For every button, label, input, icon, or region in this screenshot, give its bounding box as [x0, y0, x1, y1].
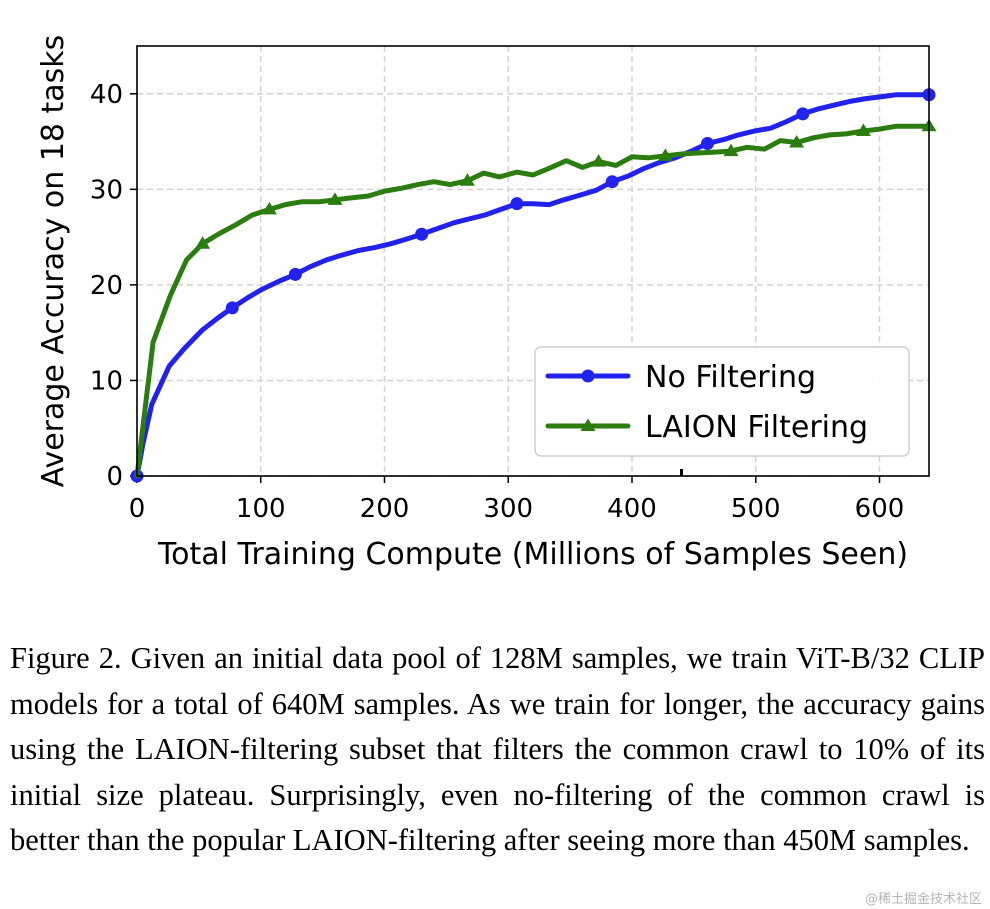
- data-point-laion-filtering: [855, 123, 871, 137]
- watermark: @稀土掘金技术社区: [864, 892, 982, 907]
- data-point-laion-filtering: [459, 173, 475, 186]
- data-point-laion-filtering: [657, 148, 673, 161]
- y-tick-label: 30: [90, 175, 123, 205]
- x-tick-label: 600: [855, 494, 905, 524]
- data-point-laion-filtering: [723, 143, 739, 157]
- x-tick-label: 100: [236, 494, 286, 524]
- y-tick-label: 40: [90, 80, 123, 110]
- line-chart: 0 100 200 300 400 500 600 0 10 20 30 40 Total Train…: [36, 35, 937, 572]
- x-tick-label: 500: [731, 494, 781, 524]
- legend-label-laion-filtering: LAION Filtering: [645, 410, 868, 445]
- data-point-no-filtering: [288, 267, 302, 281]
- data-point-no-filtering: [796, 107, 810, 121]
- data-point-no-filtering: [605, 175, 619, 189]
- x-tick-label: 200: [360, 494, 410, 524]
- x-tick-label: 400: [607, 494, 657, 524]
- legend-label-no-filtering: No Filtering: [645, 360, 816, 395]
- data-point-laion-filtering: [591, 154, 607, 167]
- data-point-laion-filtering: [195, 236, 211, 249]
- data-point-laion-filtering: [789, 135, 805, 148]
- data-point-laion-filtering: [261, 201, 277, 215]
- data-point-no-filtering: [510, 197, 524, 211]
- axis-ticks: 0 100 200 300 400 500 600 0 10 20 30 40: [90, 80, 904, 524]
- data-point-laion-filtering: [327, 192, 343, 205]
- legend-marker-no-filtering: [581, 369, 595, 383]
- plot-frame: [136, 45, 930, 477]
- figure-caption: Figure 2. Given an initial data pool of …: [10, 641, 985, 857]
- data-point-no-filtering: [700, 136, 714, 150]
- legend: No Filtering LAION Filtering: [534, 346, 910, 457]
- legend-marker-laion-filtering: [580, 418, 596, 431]
- x-axis-label: Total Training Compute (Millions of Samp…: [157, 537, 908, 572]
- x-tick-label: 0: [129, 494, 146, 524]
- data-point-no-filtering: [225, 301, 239, 315]
- y-tick-label: 10: [90, 366, 123, 396]
- y-axis-label: Average Accuracy on 18 tasks: [36, 35, 71, 488]
- series-line-no-filtering: [134, 92, 932, 479]
- x-tick-label: 300: [483, 494, 533, 524]
- y-tick-label: 20: [90, 271, 123, 301]
- data-point-no-filtering: [415, 227, 429, 241]
- y-tick-label: 0: [106, 462, 123, 492]
